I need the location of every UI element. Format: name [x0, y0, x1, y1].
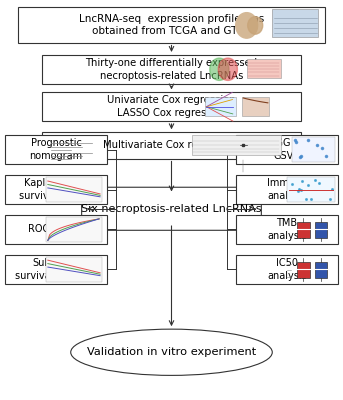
Circle shape: [218, 58, 237, 80]
Text: Prognostic
nomogram: Prognostic nomogram: [29, 138, 83, 161]
Text: Six necroptosis-related LncRNAs: Six necroptosis-related LncRNAs: [81, 204, 262, 214]
Text: KEGG  GO
GSVA: KEGG GO GSVA: [262, 138, 311, 161]
FancyBboxPatch shape: [236, 175, 338, 204]
Text: Validation in vitro experiment: Validation in vitro experiment: [87, 347, 256, 357]
FancyBboxPatch shape: [236, 255, 338, 284]
Text: Subgroup
survival analysis: Subgroup survival analysis: [15, 258, 97, 281]
Text: Kaplan-Meier
survival curves: Kaplan-Meier survival curves: [19, 178, 93, 201]
Bar: [46, 177, 102, 202]
Bar: [297, 222, 309, 238]
Text: Univariate Cox regression
LASSO Cox regression: Univariate Cox regression LASSO Cox regr…: [107, 95, 236, 118]
Bar: [315, 262, 327, 278]
Circle shape: [210, 58, 229, 80]
FancyBboxPatch shape: [236, 215, 338, 244]
FancyBboxPatch shape: [82, 187, 261, 230]
FancyBboxPatch shape: [5, 255, 107, 284]
Text: Immune
analysis: Immune analysis: [267, 178, 307, 201]
Bar: [247, 59, 281, 78]
Ellipse shape: [71, 329, 272, 375]
Bar: [292, 138, 335, 162]
Circle shape: [236, 13, 258, 38]
FancyBboxPatch shape: [42, 55, 301, 84]
Bar: [46, 257, 102, 282]
Text: TMB
analysis: TMB analysis: [267, 218, 307, 241]
Bar: [192, 136, 281, 154]
FancyBboxPatch shape: [42, 132, 301, 158]
FancyBboxPatch shape: [18, 8, 325, 42]
Bar: [272, 9, 318, 36]
Text: Thirty-one differentially expressed
necroptosis-related LncRNAs: Thirty-one differentially expressed necr…: [85, 58, 258, 81]
Bar: [297, 262, 309, 278]
Bar: [46, 217, 102, 242]
FancyBboxPatch shape: [5, 175, 107, 204]
FancyBboxPatch shape: [236, 136, 338, 164]
Text: LncRNA-seq  expression profile was
obtained from TCGA and GTEx: LncRNA-seq expression profile was obtain…: [79, 14, 264, 36]
Bar: [205, 97, 236, 116]
Circle shape: [248, 17, 263, 34]
FancyBboxPatch shape: [5, 136, 107, 164]
Bar: [315, 222, 327, 238]
Text: IC50
analysis: IC50 analysis: [267, 258, 307, 281]
Text: ROC curves: ROC curves: [27, 224, 84, 234]
Bar: [242, 97, 269, 116]
FancyBboxPatch shape: [42, 92, 301, 121]
Text: Multivariate Cox regression: Multivariate Cox regression: [103, 140, 240, 150]
FancyBboxPatch shape: [5, 215, 107, 244]
Bar: [287, 177, 335, 202]
